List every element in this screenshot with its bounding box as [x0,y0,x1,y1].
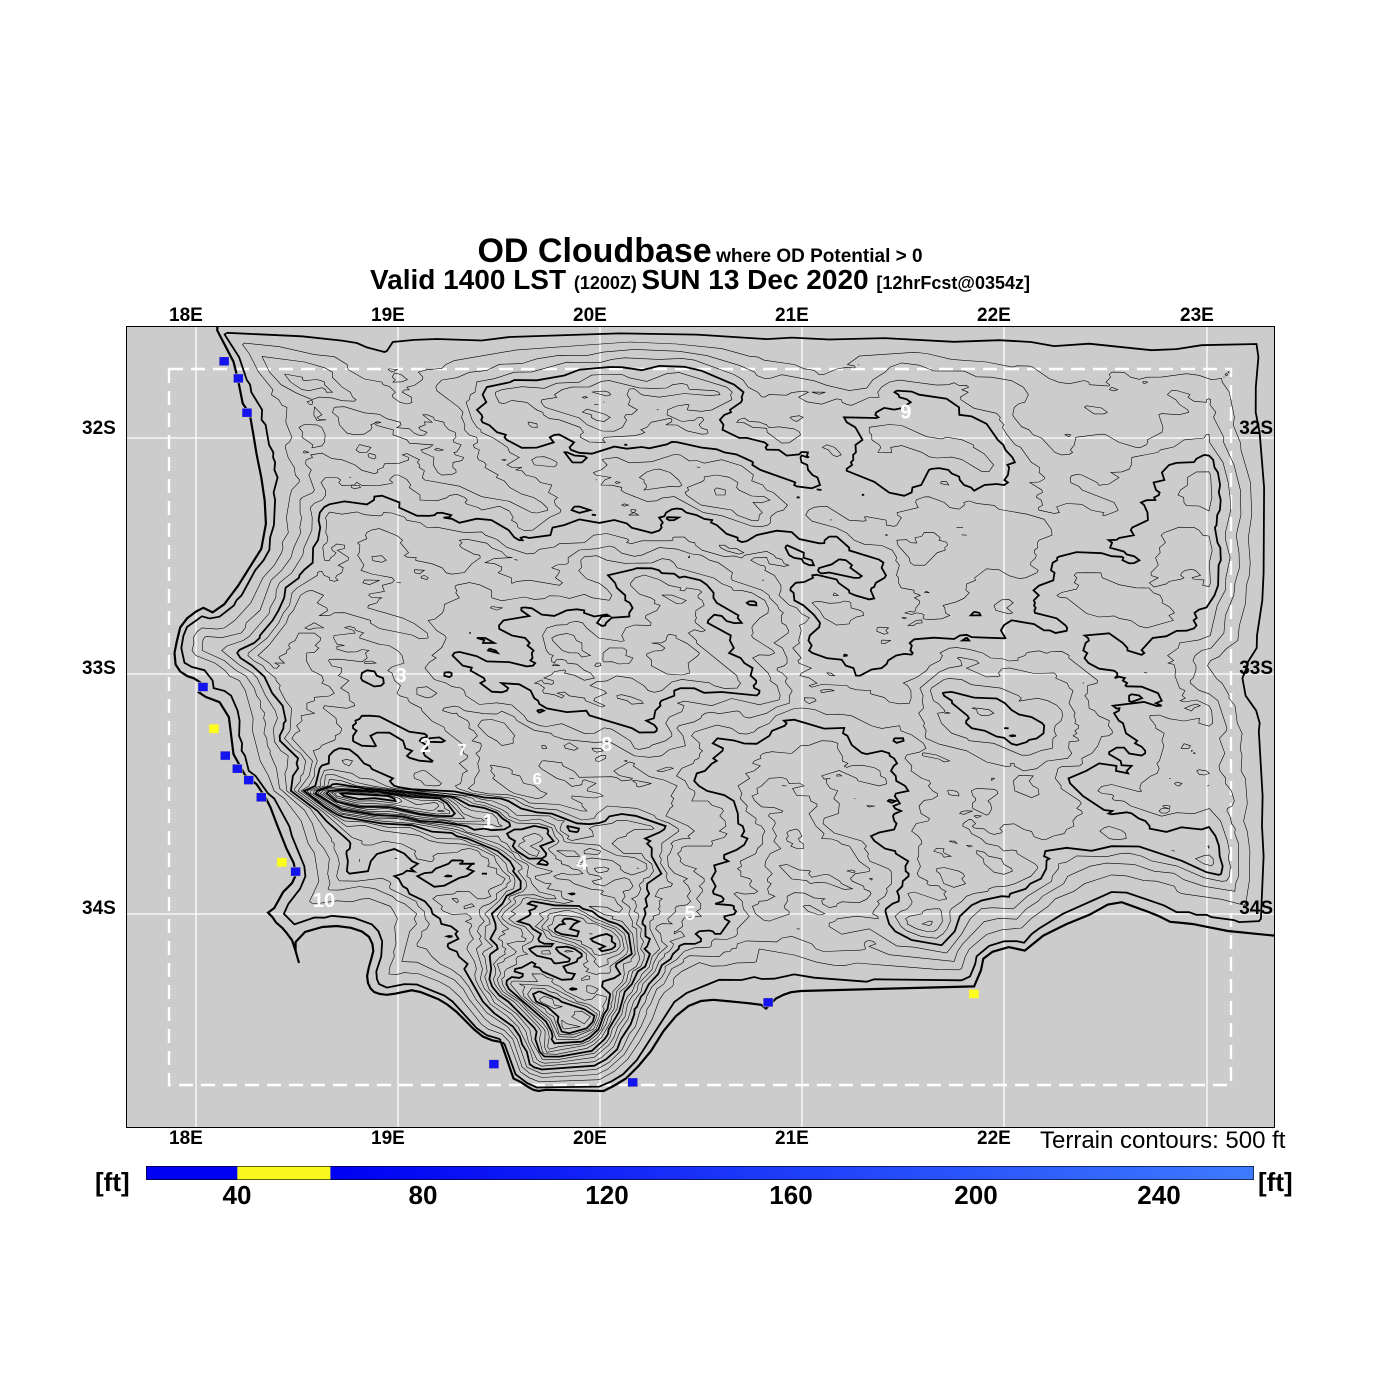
svg-text:3: 3 [395,665,406,687]
svg-text:7: 7 [457,741,466,760]
svg-text:1: 1 [483,811,494,833]
svg-text:2: 2 [420,735,431,757]
svg-text:6: 6 [532,770,541,789]
svg-text:8: 8 [601,734,612,756]
svg-text:10: 10 [313,890,335,912]
svg-text:4: 4 [576,853,588,875]
svg-text:9: 9 [900,401,911,423]
svg-text:5: 5 [684,903,695,925]
